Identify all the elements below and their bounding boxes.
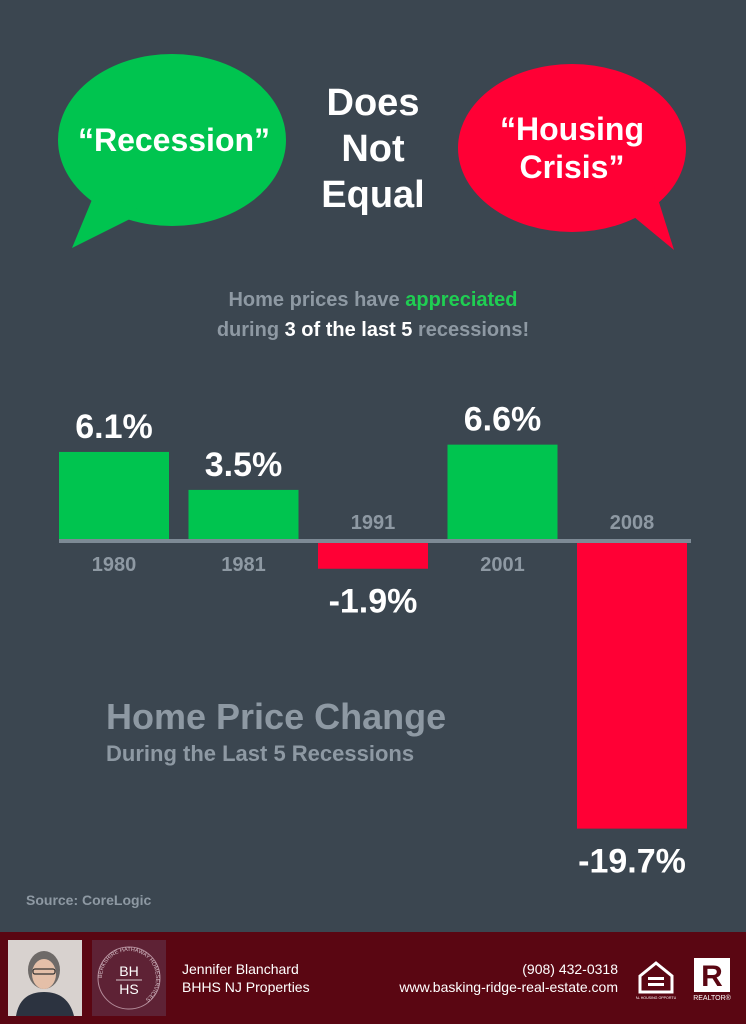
category-label-2001: 2001 — [480, 554, 525, 576]
category-label-2008: 2008 — [610, 512, 655, 534]
bar-2001 — [447, 444, 558, 541]
subtitle-line1: Home prices have appreciated — [0, 285, 746, 315]
housing-crisis-text: “Housing Crisis” — [456, 62, 688, 234]
housing-crisis-line1: “Housing — [500, 111, 644, 147]
subtitle-text-b: during — [216, 319, 285, 341]
housing-crisis-bubble: “Housing Crisis” — [456, 62, 688, 252]
subtitle-appreciated: appreciated — [405, 289, 518, 311]
value-label-1981: 3.5% — [205, 446, 283, 484]
title-line-does: Does — [326, 82, 420, 124]
chart-subtitle: During the Last 5 Recessions — [106, 741, 415, 766]
home-price-change-chart: 1980 6.1% 1981 3.5% 1991 -1.9% 2001 6.6% 2008 -19… — [59, 401, 691, 881]
bar-1980 — [59, 451, 169, 541]
chart-title: Home Price Change — [106, 696, 447, 737]
agent-footer: BERKSHIRE HATHAWAY HOMESERVICES BH HS Je… — [0, 932, 746, 1024]
value-label-2001: 6.6% — [464, 401, 542, 439]
eho-label: EQUAL HOUSING OPPORTUNITY — [636, 996, 676, 1000]
realtor-label: REALTOR® — [693, 994, 731, 1002]
logo-bh: BH — [119, 963, 138, 979]
does-not-equal-title: Does Not Equal — [300, 80, 446, 218]
realtor-icon: R REALTOR® — [690, 956, 734, 1007]
subtitle-text-c: recessions! — [412, 319, 530, 341]
subtitle-count: 3 of the last 5 — [284, 319, 413, 341]
title-line-not: Not — [341, 128, 405, 170]
bar-1981 — [188, 489, 299, 541]
subtitle-line2: during 3 of the last 5 recessions! — [0, 315, 746, 345]
agent-photo — [8, 940, 82, 1016]
value-label-2008: -19.7% — [578, 843, 686, 881]
title-line-equal: Equal — [321, 174, 425, 216]
value-label-1991: -1.9% — [329, 583, 418, 621]
bhhs-logo: BERKSHIRE HATHAWAY HOMESERVICES BH HS — [92, 940, 166, 1016]
agent-info: Jennifer Blanchard BHHS NJ Properties — [182, 960, 310, 996]
subtitle-text-a: Home prices have — [228, 289, 406, 311]
agent-phone[interactable]: (908) 432-0318 — [522, 961, 618, 977]
logo-hs: HS — [119, 981, 138, 997]
right-bubble-shape — [458, 64, 686, 250]
housing-crisis-line2: Crisis” — [519, 149, 625, 185]
agent-website[interactable]: www.basking-ridge-real-estate.com — [399, 979, 618, 995]
recession-bubble: “Recession” — [58, 50, 290, 250]
equal-housing-icon: EQUAL HOUSING OPPORTUNITY — [628, 958, 685, 1007]
category-label-1980: 1980 — [92, 554, 137, 576]
bar-2008 — [577, 541, 687, 829]
agent-name: Jennifer Blanchard — [182, 961, 299, 977]
contact-info: (908) 432-0318 www.basking-ridge-real-es… — [399, 960, 618, 996]
recession-bubble-text: “Recession” — [77, 122, 271, 158]
left-bubble-shape — [58, 54, 286, 248]
bar-1991 — [318, 541, 428, 569]
chart-caption: Home Price Change During the Last 5 Rece… — [106, 695, 446, 769]
category-label-1981: 1981 — [221, 554, 266, 576]
realtor-mark: R — [701, 960, 723, 993]
source-note: Source: CoreLogic — [26, 892, 152, 908]
value-label-1980: 6.1% — [75, 408, 153, 446]
appreciation-subtitle: Home prices have appreciated during 3 of… — [0, 285, 746, 345]
category-label-1991: 1991 — [351, 512, 396, 534]
agent-company: BHHS NJ Properties — [182, 979, 310, 995]
chart-baseline — [59, 539, 691, 543]
